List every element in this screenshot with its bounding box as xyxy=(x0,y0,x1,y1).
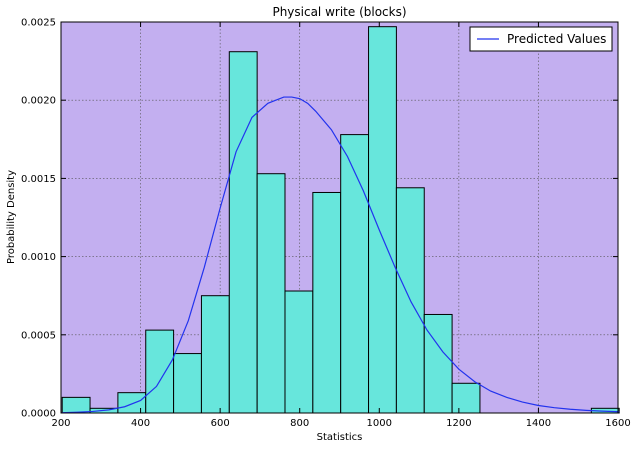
predicted-values-line xyxy=(62,96,620,414)
y-tick-label: 0.0005 xyxy=(21,330,56,341)
x-axis-label: Statistics xyxy=(317,432,363,443)
histogram-bar xyxy=(117,392,147,414)
x-tick-label: 600 xyxy=(211,418,230,429)
x-tick-label: 1000 xyxy=(367,418,392,429)
histogram-bar xyxy=(256,173,286,414)
histogram-bar xyxy=(200,295,230,414)
x-tick-label: 1600 xyxy=(605,418,630,429)
histogram-bar xyxy=(368,26,397,414)
y-tick-label: 0.0010 xyxy=(21,252,56,263)
y-tick-label: 0.0025 xyxy=(21,18,56,29)
x-tick-label: 1200 xyxy=(446,418,471,429)
histogram-bar xyxy=(340,134,370,414)
histogram-bar xyxy=(423,313,453,414)
histogram-bar xyxy=(145,329,175,414)
histogram-bar xyxy=(312,191,342,414)
x-tick-label: 200 xyxy=(51,418,70,429)
x-tick-label: 1400 xyxy=(526,418,551,429)
histogram-bars xyxy=(61,26,620,414)
histogram-bar xyxy=(228,51,258,414)
histogram-bar xyxy=(61,396,91,414)
x-tick-label: 400 xyxy=(131,418,150,429)
y-tick-label: 0.0015 xyxy=(21,174,56,185)
chart-title: Physical write (blocks) xyxy=(272,5,406,19)
plot-frame xyxy=(60,21,619,414)
histogram-bar xyxy=(173,353,202,414)
histogram-bar xyxy=(451,382,481,414)
axis-ticks: 200 400 600 800 1000 1200 1400 1600 0.0000 0.0005… xyxy=(21,18,631,430)
y-tick-label: 0.0000 xyxy=(21,409,56,420)
histogram-bar xyxy=(284,290,314,414)
legend-label: Predicted Values xyxy=(507,32,606,46)
x-tick-label: 800 xyxy=(290,418,309,429)
legend: Predicted Values xyxy=(469,26,613,52)
y-axis-label: Probability Density xyxy=(6,170,17,264)
y-tick-label: 0.0020 xyxy=(21,96,56,107)
